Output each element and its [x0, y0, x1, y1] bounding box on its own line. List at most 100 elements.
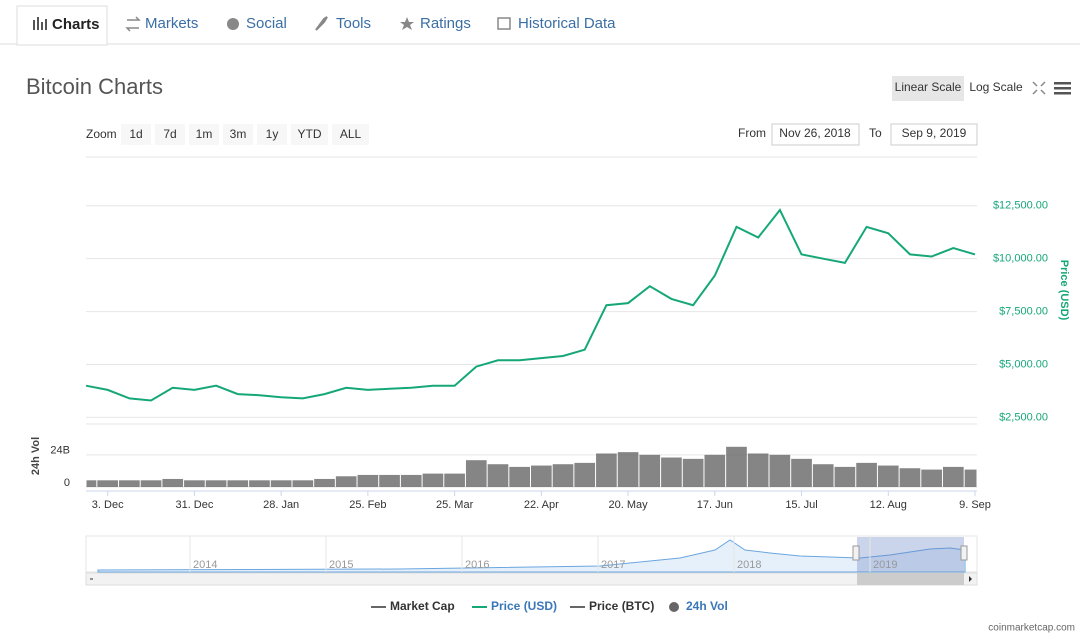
volume-bar [877, 465, 899, 487]
legend-item[interactable]: Price (USD) [491, 599, 557, 613]
volume-bar [812, 464, 834, 487]
x-tick-label: 28. Jan [263, 499, 299, 511]
volume-bar [465, 460, 487, 487]
zoom-button[interactable] [291, 124, 328, 145]
volume-bar [791, 458, 812, 487]
navigator-year: 2019 [873, 559, 897, 571]
navigator-year: 2014 [193, 559, 217, 571]
volume-bar [119, 480, 140, 487]
y2-tick-label: 0 [64, 477, 70, 489]
volume-bar [682, 458, 704, 487]
from-input[interactable] [771, 123, 860, 146]
volume-bar [834, 466, 856, 487]
scrollbar[interactable] [85, 572, 978, 586]
volume-bar [249, 480, 270, 487]
volume-bar [899, 468, 921, 487]
volume-bar [422, 473, 444, 487]
navigator-handle[interactable] [960, 545, 968, 561]
volume-bar [574, 462, 596, 487]
zoom-button-label[interactable]: YTD [298, 127, 322, 141]
zoom-button-label[interactable]: 3m [230, 127, 247, 141]
navigator-years: 2014 2015 2016 2017 2018 2019 [189, 536, 897, 572]
volume-bar [964, 469, 977, 487]
zoom-button[interactable] [257, 124, 287, 145]
tab[interactable]: Ratings [420, 15, 471, 32]
tab[interactable]: Charts [52, 16, 100, 33]
volume-bar [140, 480, 162, 487]
tab[interactable]: Historical Data [518, 15, 616, 32]
x-tick-label: 3. Dec [92, 499, 124, 511]
y2-tick-label: 24B [50, 445, 70, 457]
zoom-button-label[interactable]: 1y [266, 127, 279, 141]
navigator-handle[interactable] [852, 545, 860, 561]
to-input[interactable] [890, 123, 978, 146]
legend-item[interactable]: 24h Vol [686, 599, 728, 613]
log-scale-label[interactable]: Log Scale [969, 80, 1023, 94]
x-tick-label: 31. Dec [175, 499, 213, 511]
scrollbar-thumb[interactable] [857, 573, 964, 585]
navigator-year: 2015 [329, 559, 353, 571]
zoom-button[interactable] [223, 124, 253, 145]
y2-axis-title: 24h Vol [30, 437, 42, 475]
volume-bar [357, 474, 379, 487]
x-tick-label: 9. Sep [959, 499, 991, 511]
from-label: From [738, 126, 766, 140]
from-date[interactable]: Nov 26, 2018 [779, 126, 851, 140]
volume-bar [487, 464, 509, 487]
volume-bar [270, 480, 292, 487]
volume-bar [596, 453, 617, 487]
tab[interactable]: Markets [145, 15, 198, 32]
zoom-button[interactable] [121, 124, 151, 145]
volume-bar [292, 480, 314, 487]
zoom-button-label[interactable]: 7d [163, 127, 176, 141]
volume-bar [314, 478, 335, 487]
menu-icon[interactable] [1054, 82, 1071, 95]
zoom-label: Zoom [86, 127, 117, 141]
tab[interactable]: Social [246, 15, 287, 32]
x-tick-label: 15. Jul [785, 499, 817, 511]
zoom-button-label[interactable]: ALL [340, 127, 362, 141]
legend-symbol [669, 602, 679, 612]
zoom-button[interactable] [155, 124, 185, 145]
navigator-selection[interactable] [857, 537, 964, 572]
volume-bar [205, 480, 227, 487]
navigator-year: 2017 [601, 559, 625, 571]
tab[interactable]: Tools [336, 15, 371, 32]
linear-scale-button[interactable] [892, 76, 964, 101]
linear-scale-label[interactable]: Linear Scale [895, 80, 962, 94]
y-tick-label: $2,500.00 [999, 411, 1048, 423]
legend-item[interactable]: Market Cap [390, 599, 455, 613]
volume-bar [509, 466, 530, 487]
active-tab[interactable] [16, 5, 108, 46]
zoom-button-label[interactable]: 1d [129, 127, 142, 141]
volume-bar [942, 466, 964, 487]
x-tick-label: 25. Feb [349, 499, 386, 511]
fullscreen-icon[interactable] [1032, 81, 1046, 95]
y-tick-label: $10,000.00 [993, 253, 1048, 265]
plot: $2,500.00 $5,000.00 $7,500.00 $10,000.00 $12… [50, 200, 1048, 511]
y-tick-label: $5,000.00 [999, 358, 1048, 370]
page-title: Bitcoin Charts [26, 74, 163, 99]
volume-bar [531, 465, 552, 487]
zoom-button[interactable] [332, 124, 369, 145]
scroll-right[interactable] [969, 576, 972, 582]
x-tick-label: 17. Jun [697, 499, 733, 511]
volume-bar [661, 457, 682, 487]
to-date[interactable]: Sep 9, 2019 [902, 126, 967, 140]
zoom-button-label[interactable]: 1m [196, 127, 213, 141]
volume-bar [227, 480, 249, 487]
volume-bar [86, 480, 97, 487]
x-tick-label: 12. Aug [870, 499, 907, 511]
volume-bar [379, 474, 400, 487]
volume-bar [747, 453, 769, 487]
volume-bar [921, 469, 942, 487]
zoom-button[interactable] [189, 124, 219, 145]
chart-icon [33, 17, 47, 30]
volume-bar [335, 476, 357, 487]
legend-item[interactable]: Price (BTC) [589, 599, 654, 613]
volume-bar [639, 454, 661, 487]
to-label: To [869, 126, 882, 140]
x-tick-label: 25. Mar [436, 499, 474, 511]
y-tick-label: $12,500.00 [993, 200, 1048, 212]
